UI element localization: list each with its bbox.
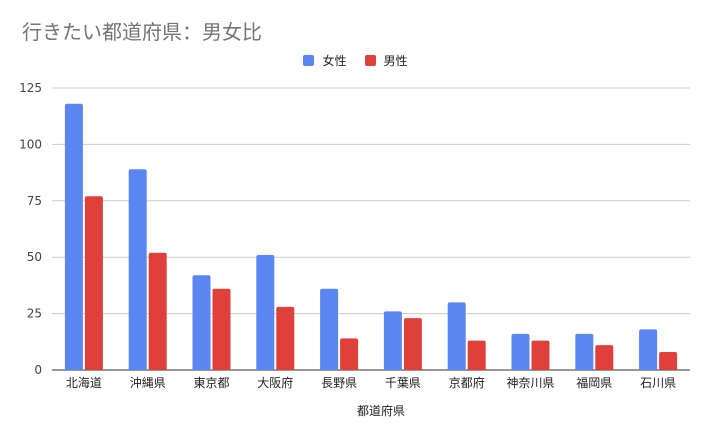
legend-label-male: 男性 bbox=[383, 54, 408, 68]
x-axis-title: 都道府県 bbox=[357, 403, 405, 418]
legend: 女性 男性 bbox=[0, 52, 711, 69]
y-tick-label: 50 bbox=[27, 250, 42, 264]
y-tick-label: 75 bbox=[27, 194, 42, 208]
legend-label-female: 女性 bbox=[322, 54, 347, 68]
bar-female[interactable] bbox=[64, 103, 83, 371]
x-tick-label: 神奈川県 bbox=[506, 376, 554, 390]
x-tick-label: 東京都 bbox=[193, 376, 229, 390]
legend-item-female[interactable]: 女性 bbox=[303, 52, 347, 69]
bar-male[interactable] bbox=[276, 306, 295, 370]
bar-female[interactable] bbox=[447, 302, 466, 370]
bar-male[interactable] bbox=[531, 340, 550, 370]
legend-item-male[interactable]: 男性 bbox=[364, 52, 408, 69]
y-tick-label: 125 bbox=[19, 81, 42, 95]
bar-male[interactable] bbox=[403, 318, 422, 370]
bar-female[interactable] bbox=[383, 311, 402, 370]
x-tick-label: 長野県 bbox=[321, 376, 357, 390]
bar-male[interactable] bbox=[340, 338, 359, 370]
x-tick-label: 沖縄県 bbox=[130, 375, 166, 390]
y-tick-label: 0 bbox=[34, 363, 42, 377]
legend-swatch-female bbox=[303, 55, 315, 66]
x-tick-label: 京都府 bbox=[449, 375, 485, 390]
chart-title: 行きたい都道府県：男女比 bbox=[22, 20, 262, 44]
bar-female[interactable] bbox=[256, 254, 275, 370]
x-tick-label: 石川県 bbox=[640, 376, 676, 390]
x-tick-label: 大阪府 bbox=[257, 375, 293, 390]
bar-male[interactable] bbox=[212, 288, 231, 370]
bar-male[interactable] bbox=[84, 196, 103, 370]
x-tick-label: 千葉県 bbox=[385, 376, 421, 390]
bar-female[interactable] bbox=[192, 275, 211, 370]
y-tick-label: 100 bbox=[19, 137, 42, 151]
y-tick-label: 25 bbox=[27, 307, 42, 321]
bar-male[interactable] bbox=[467, 340, 486, 370]
bar-female[interactable] bbox=[320, 288, 339, 370]
bar-female[interactable] bbox=[575, 333, 594, 370]
legend-swatch-male bbox=[364, 55, 376, 66]
x-tick-label: 福岡県 bbox=[576, 375, 612, 390]
bar-female[interactable] bbox=[639, 329, 658, 370]
bar-female[interactable] bbox=[511, 333, 530, 370]
bar-male[interactable] bbox=[659, 351, 678, 370]
bar-male[interactable] bbox=[595, 345, 614, 370]
bar-male[interactable] bbox=[148, 252, 167, 370]
bar-female[interactable] bbox=[128, 169, 147, 370]
x-tick-label: 北海道 bbox=[66, 375, 102, 390]
